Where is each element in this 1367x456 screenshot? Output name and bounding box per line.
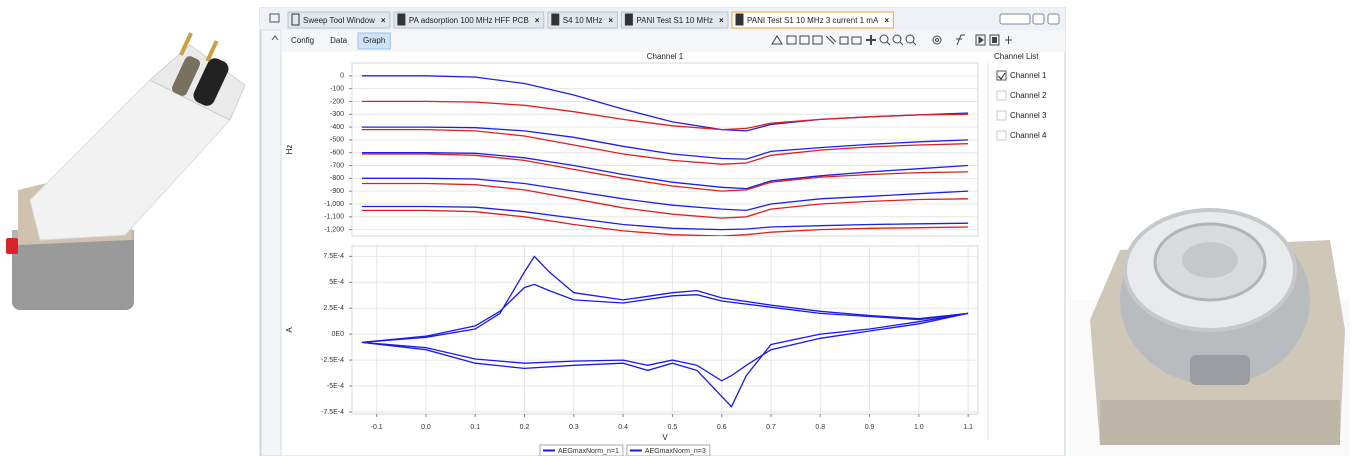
- x-tick-label: 1.1: [963, 424, 973, 431]
- legend-label: AEGmaxNorm_n=3: [645, 448, 706, 455]
- x-tick-label: -0.1: [371, 424, 383, 431]
- tab-label: Sweep Tool Window: [303, 16, 375, 25]
- channel-label: Channel 4: [1010, 131, 1047, 140]
- channel-list-title: Channel List: [994, 52, 1039, 61]
- tab-close: ×: [608, 16, 613, 25]
- y-axis-label: A: [285, 327, 294, 333]
- photo-left: [6, 32, 245, 310]
- legend-item[interactable]: AEGmaxNorm_n=3: [627, 445, 710, 456]
- y-tick-label: 2.5E-4: [323, 305, 344, 312]
- view-tab-label: Data: [330, 36, 347, 45]
- y-tick-label: -500: [330, 137, 344, 144]
- x-tick-label: 0.5: [668, 424, 678, 431]
- tab[interactable]: PANI Test S1 10 MHz ×: [621, 12, 728, 28]
- x-tick-label: 0.1: [470, 424, 480, 431]
- checkbox: [997, 111, 1006, 120]
- y-tick-label: -600: [330, 150, 344, 157]
- y-tick-label: 0E0: [332, 331, 345, 338]
- x-tick-label: 0.8: [815, 424, 825, 431]
- tab[interactable]: S4 10 MHz ×: [548, 12, 618, 28]
- x-axis-label: V: [662, 433, 668, 442]
- y-tick-label: 0: [340, 73, 344, 80]
- y-tick-label: -300: [330, 111, 344, 118]
- x-tick-label: 0.3: [569, 424, 579, 431]
- tab-icon: [736, 14, 743, 25]
- tab[interactable]: PA adsorption 100 MHz HFF PCB ×: [394, 12, 544, 28]
- channel-item[interactable]: Channel 2: [997, 91, 1047, 100]
- screen: Sweep Tool Window×PA adsorption 100 MHz …: [0, 0, 1367, 456]
- y-tick-label: -1,200: [324, 226, 344, 233]
- x-tick-label: 0.7: [766, 424, 776, 431]
- tab-close: ×: [719, 16, 724, 25]
- x-tick-label: 0.4: [618, 424, 628, 431]
- tab[interactable]: Sweep Tool Window ×: [288, 12, 390, 28]
- y-tick-label: -700: [330, 162, 344, 169]
- y-tick-label: -100: [330, 85, 344, 92]
- tab-close: ×: [535, 16, 540, 25]
- photo-right: [1070, 210, 1350, 456]
- legend-label: AEGmaxNorm_n=1: [558, 448, 619, 455]
- x-tick-label: 1.0: [914, 424, 924, 431]
- y-tick-label: -800: [330, 175, 344, 182]
- channel-item[interactable]: Channel 1: [997, 71, 1047, 80]
- y-tick-label: -400: [330, 124, 344, 131]
- y-tick-label: -2.5E-4: [321, 357, 344, 364]
- tab[interactable]: PANI Test S1 10 MHz 3 current 1 mA ×: [732, 12, 893, 28]
- chart: Channel 1 0 -100 -200 -300 -400 -500 -600 -700 -8…: [285, 52, 978, 236]
- tab-icon: [552, 14, 559, 25]
- y-tick-label: -5E-4: [327, 383, 344, 390]
- y-tick-label: 5E-4: [329, 279, 344, 286]
- x-tick-label: 0.0: [421, 424, 431, 431]
- channel-label: Channel 1: [1010, 71, 1047, 80]
- channel-label: Channel 2: [1010, 91, 1047, 100]
- tab-label: PA adsorption 100 MHz HFF PCB: [409, 16, 529, 25]
- y-axis-label: Hz: [285, 145, 294, 155]
- tab-close: ×: [381, 16, 386, 25]
- tab-label: PANI Test S1 10 MHz 3 current 1 mA: [747, 16, 879, 25]
- channel-label: Channel 3: [1010, 111, 1047, 120]
- y-tick-label: -1,100: [324, 214, 344, 221]
- channel-item[interactable]: Channel 3: [997, 111, 1047, 120]
- chart-title: Channel 1: [647, 52, 684, 61]
- view-tab-label: Graph: [363, 36, 385, 45]
- charts: Channel 1 0 -100 -200 -300 -400 -500 -600 -700 -8…: [285, 52, 978, 456]
- x-tick-label: 0.9: [865, 424, 875, 431]
- tab-close: ×: [884, 16, 889, 25]
- tab-label: S4 10 MHz: [563, 16, 603, 25]
- legend-item[interactable]: AEGmaxNorm_n=1: [540, 445, 623, 456]
- plot-area: [352, 246, 978, 414]
- y-tick-label: -200: [330, 98, 344, 105]
- checkbox: [997, 131, 1006, 140]
- y-tick-label: -900: [330, 188, 344, 195]
- tab-icon: [625, 14, 632, 25]
- checkbox: [997, 91, 1006, 100]
- view-tab-label: Config: [291, 36, 314, 45]
- view-tab[interactable]: Graph: [358, 33, 390, 49]
- x-tick-label: 0.6: [717, 424, 727, 431]
- y-tick-label: -1,000: [324, 201, 344, 208]
- tab-label: PANI Test S1 10 MHz: [636, 16, 713, 25]
- y-tick-label: 7.5E-4: [323, 253, 344, 260]
- y-tick-label: -7.5E-4: [321, 409, 344, 416]
- channel-item[interactable]: Channel 4: [997, 131, 1047, 140]
- page: Sweep Tool Window×PA adsorption 100 MHz …: [0, 0, 1367, 456]
- tab-icon: [398, 14, 405, 25]
- tab-bar: Sweep Tool Window×PA adsorption 100 MHz …: [288, 12, 893, 28]
- x-tick-label: 0.2: [520, 424, 530, 431]
